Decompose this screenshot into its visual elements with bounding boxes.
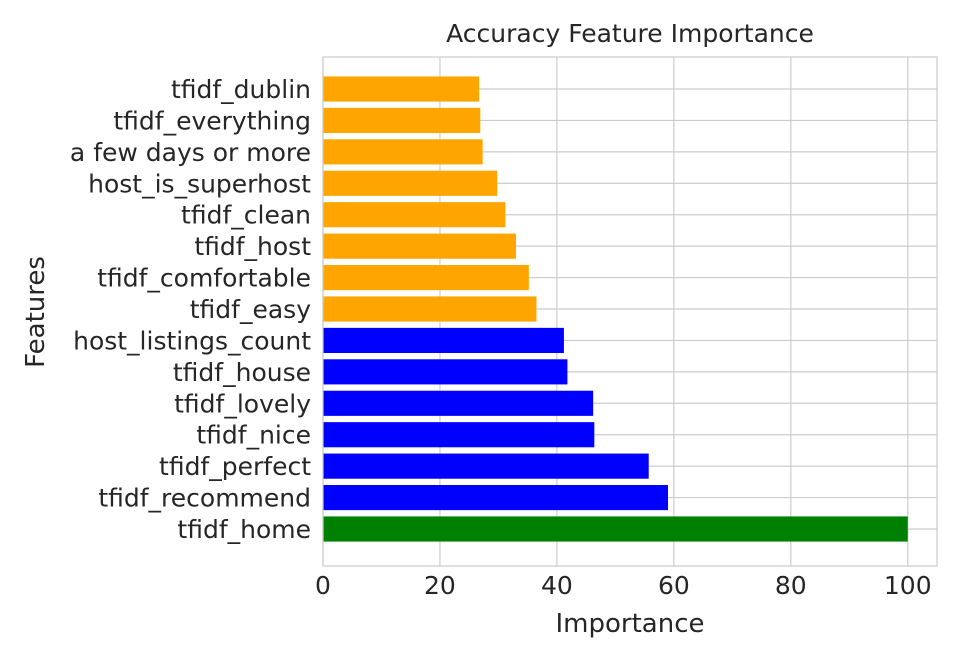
bar	[323, 170, 498, 196]
bar	[323, 359, 568, 385]
bar	[323, 296, 537, 322]
y-tick-label: tfidf_recommend	[98, 484, 311, 513]
y-tick-label: tfidf_dublin	[171, 75, 311, 104]
bar	[323, 233, 516, 259]
y-tick-label: tfidf_comfortable	[97, 264, 311, 293]
bar	[323, 516, 908, 542]
x-tick-label: 40	[541, 571, 573, 600]
plot-frame	[322, 56, 938, 567]
x-axis-label: Importance	[556, 609, 705, 639]
y-tick-label: tfidf_everything	[113, 106, 311, 135]
bar	[323, 390, 594, 416]
bar	[323, 139, 483, 165]
bar	[323, 327, 564, 353]
x-tick-label: 0	[315, 571, 331, 600]
y-tick-label: a few days or more	[70, 138, 311, 167]
y-tick-label: tfidf_perfect	[159, 452, 311, 481]
bar	[323, 485, 669, 511]
bar	[323, 265, 529, 291]
y-tick-label: tfidf_nice	[196, 421, 311, 450]
x-tick-labels: 0 20 40 60 80 100	[315, 571, 932, 600]
bar-layer	[323, 76, 908, 542]
y-axis-label: Features	[21, 256, 51, 368]
x-tick-label: 80	[775, 571, 807, 600]
y-tick-label: tfidf_easy	[190, 295, 311, 324]
x-tick-label: 20	[424, 571, 456, 600]
y-tick-label: tfidf_home	[177, 515, 311, 544]
frame-layer	[322, 56, 938, 567]
bar	[323, 76, 480, 102]
y-tick-label: tfidf_lovely	[174, 389, 311, 418]
bar	[323, 453, 649, 479]
bar	[323, 422, 595, 448]
y-tick-label: host_is_superhost	[88, 169, 311, 198]
bar	[323, 202, 506, 228]
y-tick-label: tfidf_clean	[181, 201, 311, 230]
x-tick-label: 100	[884, 571, 932, 600]
y-tick-label: tfidf_host	[194, 232, 311, 261]
chart-title: Accuracy Feature Importance	[446, 19, 814, 48]
y-tick-labels: tfidf_hometfidf_recommendtfidf_perfecttf…	[70, 75, 311, 544]
x-tick-label: 60	[658, 571, 690, 600]
bar	[323, 107, 481, 133]
y-tick-label: host_listings_count	[73, 326, 311, 355]
y-tick-label: tfidf_house	[173, 358, 311, 387]
